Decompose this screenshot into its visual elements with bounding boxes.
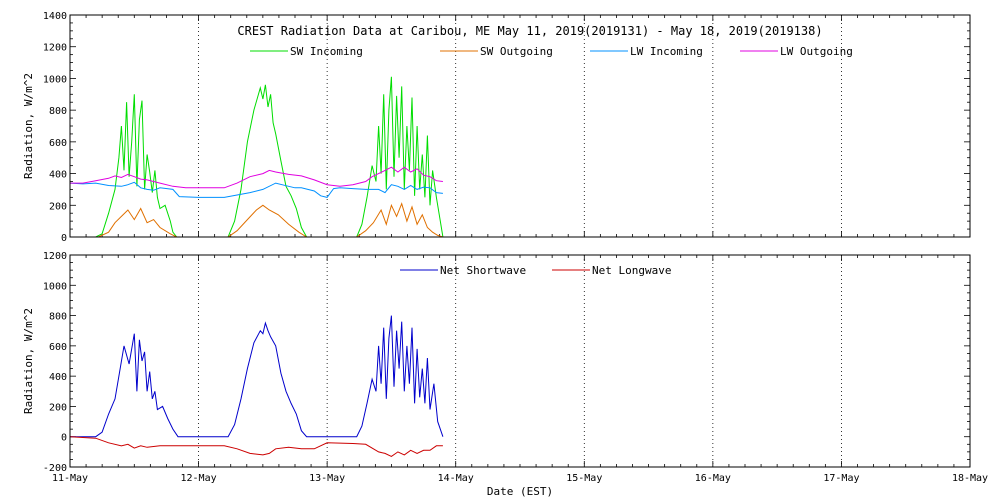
series-line-sw-outgoing: [70, 202, 444, 237]
y-axis-label: Radiation, W/m^2: [22, 308, 35, 414]
series-line-lw-outgoing: [70, 166, 443, 189]
x-tick-label: 15-May: [566, 473, 602, 484]
y-tick-label: 200: [49, 201, 67, 212]
y-tick-label: 400: [49, 170, 67, 181]
panel-1: 0 200 400 600 800 1000 1200 1400 Radiation, W/m^…: [22, 11, 971, 244]
plot-frame: [69, 14, 971, 238]
legend-label-lw-outgoing: LW Outgoing: [780, 45, 853, 58]
legend-label-sw-incoming: SW Incoming: [290, 45, 363, 58]
y-tick-label: 1200: [43, 43, 67, 54]
series-line-net-shortwave: [70, 315, 444, 438]
y-tick-label: 800: [49, 312, 67, 323]
y-axis-label: Radiation, W/m^2: [22, 73, 35, 179]
legend-label-net-shortwave: Net Shortwave: [440, 264, 526, 277]
plot-frame: [69, 254, 971, 468]
x-tick-label: 14-May: [438, 473, 474, 484]
legend-label-lw-incoming: LW Incoming: [630, 45, 703, 58]
legend-label-net-longwave: Net Longwave: [592, 264, 671, 277]
panel-2: -200 0 200 400 600 800 1000 1200 11-May 12-May 13-…: [22, 251, 988, 484]
series-line-net-longwave: [70, 436, 443, 457]
x-tick-label: 17-May: [823, 473, 859, 484]
y-tick-label: 600: [49, 138, 67, 149]
y-tick-label: 0: [61, 433, 67, 444]
y-tick-label: 800: [49, 106, 67, 117]
panels: 0 200 400 600 800 1000 1200 1400 Radiation, W/m^…: [22, 11, 988, 484]
y-tick-label: 0: [61, 233, 67, 244]
y-tick-label: 400: [49, 372, 67, 383]
x-tick-label: 18-May: [952, 473, 988, 484]
legend-label-sw-outgoing: SW Outgoing: [480, 45, 553, 58]
chart-title: CREST Radiation Data at Caribou, ME May …: [237, 24, 822, 38]
y-tick-label: 1400: [43, 11, 67, 22]
series-line-sw-incoming: [70, 76, 444, 237]
y-tick-label: 1000: [43, 74, 67, 85]
y-tick-label: 600: [49, 342, 67, 353]
y-tick-label: 1200: [43, 251, 67, 262]
series-line-lw-incoming: [70, 181, 443, 198]
x-axis-label: Date (EST): [487, 485, 553, 498]
x-tick-label: 16-May: [695, 473, 731, 484]
y-tick-label: 1000: [43, 281, 67, 292]
y-tick-label: -200: [43, 463, 67, 474]
y-tick-label: 200: [49, 402, 67, 413]
x-tick-label: 13-May: [309, 473, 345, 484]
x-tick-label: 11-May: [52, 473, 88, 484]
x-tick-label: 12-May: [181, 473, 217, 484]
